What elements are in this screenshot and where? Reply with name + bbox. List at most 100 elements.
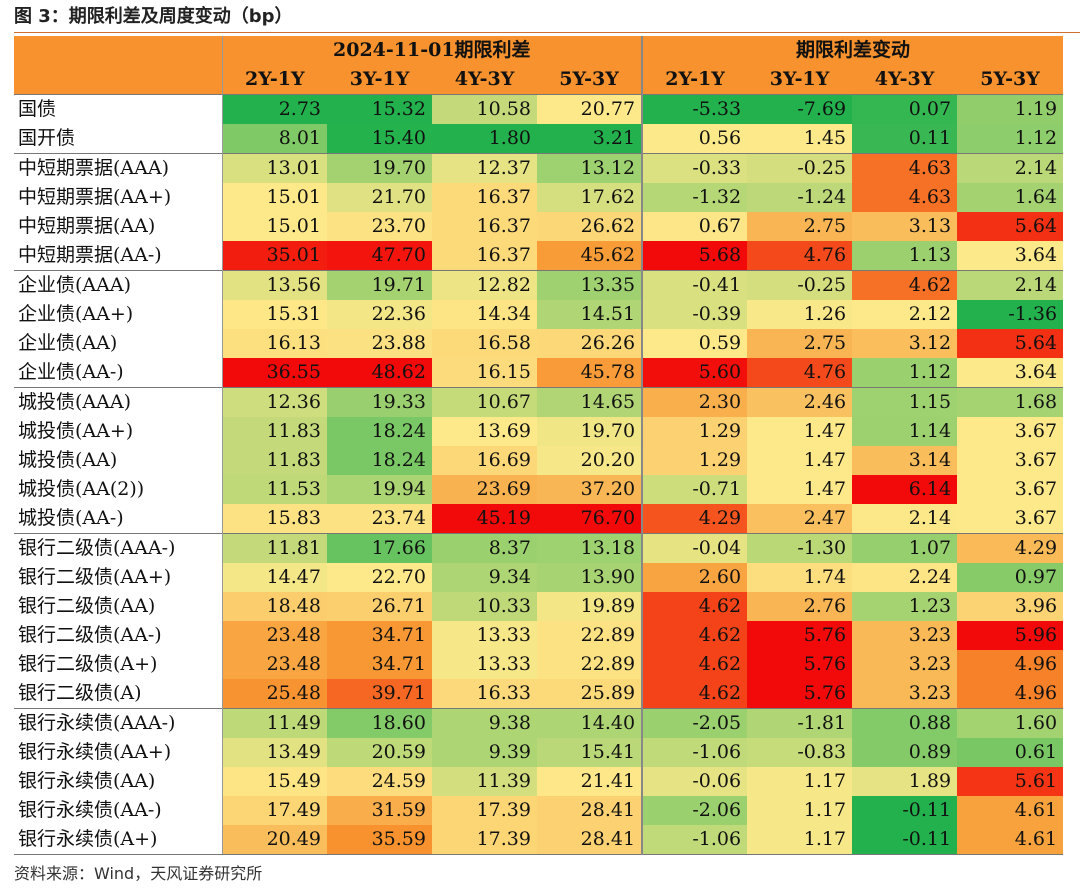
change-cell: 4.62 [642,592,748,621]
spread-cell: 15.01 [222,212,327,241]
table-row: 城投债(AA(2)) 11.53 19.94 23.69 37.20 -0.71 1.47 6… [14,475,1064,504]
change-cell: 0.97 [957,563,1064,592]
table-row: 城投债(AAA) 12.36 19.33 10.67 14.65 2.30 2.46 1.15… [14,387,1064,417]
change-cell: 0.59 [642,329,748,358]
table-row: 银行二级债(A+) 23.48 34.71 13.33 22.89 4.62 5.76 3.2… [14,650,1064,679]
change-cell: 0.61 [957,738,1064,767]
table-row: 中短期票据(AAA) 13.01 19.70 12.37 13.12 -0.33 -0.25… [14,153,1064,183]
row-label: 银行二级债(A+) [14,650,223,679]
spread-cell: 13.33 [432,650,537,679]
change-cell: 5.64 [957,212,1064,241]
table-row: 银行二级债(AA) 18.48 26.71 10.33 19.89 4.62 2.76 1.2… [14,592,1064,621]
spread-cell: 11.81 [222,533,327,563]
column-header: 5Y-3Y [957,65,1064,95]
table-row: 中短期票据(AA+) 15.01 21.70 16.37 17.62 -1.32 -1.24… [14,183,1064,212]
change-cell: 2.75 [747,212,853,241]
change-cell: -2.05 [642,708,748,738]
spread-cell: 16.69 [432,446,537,475]
spread-cell: 3.21 [537,124,644,154]
change-cell: 1.17 [747,796,853,825]
change-cell: -1.06 [642,738,748,767]
change-cell: 5.96 [957,621,1064,650]
change-cell: 3.64 [957,241,1064,271]
spread-cell: 8.37 [432,533,537,563]
change-cell: 4.29 [957,533,1064,563]
spread-cell: 13.18 [537,533,644,563]
change-cell: -0.41 [642,270,748,300]
change-cell: 4.62 [642,679,748,709]
change-cell: 4.62 [642,621,748,650]
spread-cell: 35.59 [327,825,432,855]
change-cell: 1.19 [957,94,1064,124]
column-header: 5Y-3Y [537,65,644,95]
change-cell: 4.63 [852,153,958,183]
change-cell: 3.67 [957,417,1064,446]
row-label: 城投债(AAA) [14,387,223,417]
spread-cell: 16.13 [222,329,327,358]
change-cell: -1.81 [747,708,853,738]
spread-cell: 10.33 [432,592,537,621]
spread-cell: 17.39 [432,796,537,825]
change-cell: -5.33 [642,94,748,124]
spread-cell: 10.58 [432,94,537,124]
spread-cell: 14.51 [537,300,644,329]
change-cell: -0.83 [747,738,853,767]
spread-cell: 14.34 [432,300,537,329]
spread-cell: 16.37 [432,212,537,241]
spread-cell: 23.69 [432,475,537,504]
spread-cell: 25.48 [222,679,327,709]
table-row: 银行二级债(AA-) 23.48 34.71 13.33 22.89 4.62 5.76 3.… [14,621,1064,650]
spread-cell: 23.74 [327,504,432,534]
spread-cell: 37.20 [537,475,644,504]
change-cell: 2.24 [852,563,958,592]
change-cell: 5.76 [747,650,853,679]
change-cell: 2.76 [747,592,853,621]
change-cell: 5.64 [957,329,1064,358]
table-row: 国债 2.73 15.32 10.58 20.77 -5.33 -7.69 0.07 1.19 [14,94,1064,124]
spread-cell: 19.94 [327,475,432,504]
change-cell: 3.67 [957,504,1064,534]
spread-cell: 26.62 [537,212,644,241]
table-row: 银行永续债(A+) 20.49 35.59 17.39 28.41 -1.06 1.17 -0… [14,825,1064,855]
change-cell: 1.45 [747,124,853,154]
table-row: 银行永续债(AAA-) 11.49 18.60 9.38 14.40 -2.05 -1.81… [14,708,1064,738]
column-header: 4Y-3Y [432,65,537,95]
change-cell: 3.96 [957,592,1064,621]
change-cell: 1.60 [957,708,1064,738]
spread-cell: 21.41 [537,767,644,796]
change-cell: 3.67 [957,446,1064,475]
change-cell: 1.12 [852,358,958,388]
spread-cell: 19.89 [537,592,644,621]
row-label: 银行永续债(AA) [14,767,223,796]
change-cell: -1.24 [747,183,853,212]
change-cell: -0.25 [747,270,853,300]
change-cell: 5.76 [747,679,853,709]
change-cell: 1.29 [642,446,748,475]
change-cell: -0.11 [852,825,958,855]
change-cell: 0.89 [852,738,958,767]
spread-cell: 15.49 [222,767,327,796]
table-row: 银行二级债(AAA-) 11.81 17.66 8.37 13.18 -0.04 -1.30… [14,533,1064,563]
row-label: 银行永续债(AA-) [14,796,223,825]
change-cell: 1.26 [747,300,853,329]
change-cell: 3.23 [852,621,958,650]
header-group-change: 期限利差变动 [642,36,1064,65]
change-cell: -0.06 [642,767,748,796]
spread-cell: 11.49 [222,708,327,738]
change-cell: 2.14 [957,270,1064,300]
spread-cell: 14.40 [537,708,644,738]
change-cell: 1.17 [747,767,853,796]
spread-cell: 13.33 [432,621,537,650]
header-corner-2 [14,65,223,95]
change-cell: 4.62 [852,270,958,300]
spread-cell: 19.70 [537,417,644,446]
table-row: 企业债(AA+) 15.31 22.36 14.34 14.51 -0.39 1.26 2.1… [14,300,1064,329]
change-cell: 3.14 [852,446,958,475]
spread-cell: 9.34 [432,563,537,592]
spread-cell: 20.20 [537,446,644,475]
change-cell: 1.64 [957,183,1064,212]
spread-cell: 18.48 [222,592,327,621]
change-cell: 1.47 [747,475,853,504]
change-cell: -0.39 [642,300,748,329]
change-cell: 4.61 [957,796,1064,825]
